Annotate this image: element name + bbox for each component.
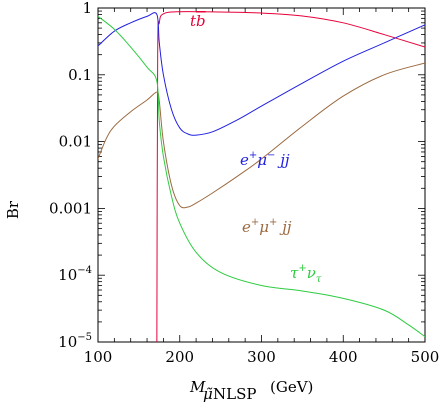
series-line-tb <box>156 11 425 342</box>
x-axis-label-main: M <box>189 378 206 396</box>
tick-labels: 100 200 300 400 500 1 0.1 0.01 0.001 10−4 10−5 <box>49 0 439 366</box>
series-label-emujj: e+μ− jj <box>240 150 290 169</box>
x-tick-label: 300 <box>247 348 276 366</box>
series-labels: tb e+μ− jj e+μ+ jj τ+ντ <box>190 12 322 285</box>
series-line-emupjj <box>98 62 425 209</box>
series-label-tb: tb <box>190 12 206 30</box>
x-tick-label: 200 <box>165 348 194 366</box>
x-axis-label-sub: NLSP <box>213 385 256 403</box>
x-axis-label-accent: μ̃ <box>203 385 213 403</box>
x-tick-label: 500 <box>411 348 440 366</box>
axis-ticks <box>97 7 426 343</box>
series-label-emupjj: e+μ+ jj <box>242 217 292 236</box>
plot-frame <box>97 7 426 343</box>
y-tick-label: 0.001 <box>49 199 92 217</box>
y-tick-label: 10−5 <box>58 332 92 351</box>
y-tick-label: 0.01 <box>59 133 92 151</box>
y-tick-label: 0.1 <box>68 66 92 84</box>
y-tick-label: 1 <box>82 0 92 17</box>
x-axis-label: M μ̃ NLSP (GeV) <box>189 378 313 403</box>
series-lines <box>98 11 425 342</box>
series-line-taunu <box>98 15 425 338</box>
x-tick-label: 400 <box>329 348 358 366</box>
x-tick-label: 100 <box>84 348 113 366</box>
x-axis-label-unit: (GeV) <box>270 378 313 396</box>
series-line-emujj <box>98 12 425 136</box>
y-tick-label: 10−4 <box>58 265 92 284</box>
series-label-taunu: τ+ντ <box>290 263 322 285</box>
y-axis-label: Br <box>4 200 22 219</box>
